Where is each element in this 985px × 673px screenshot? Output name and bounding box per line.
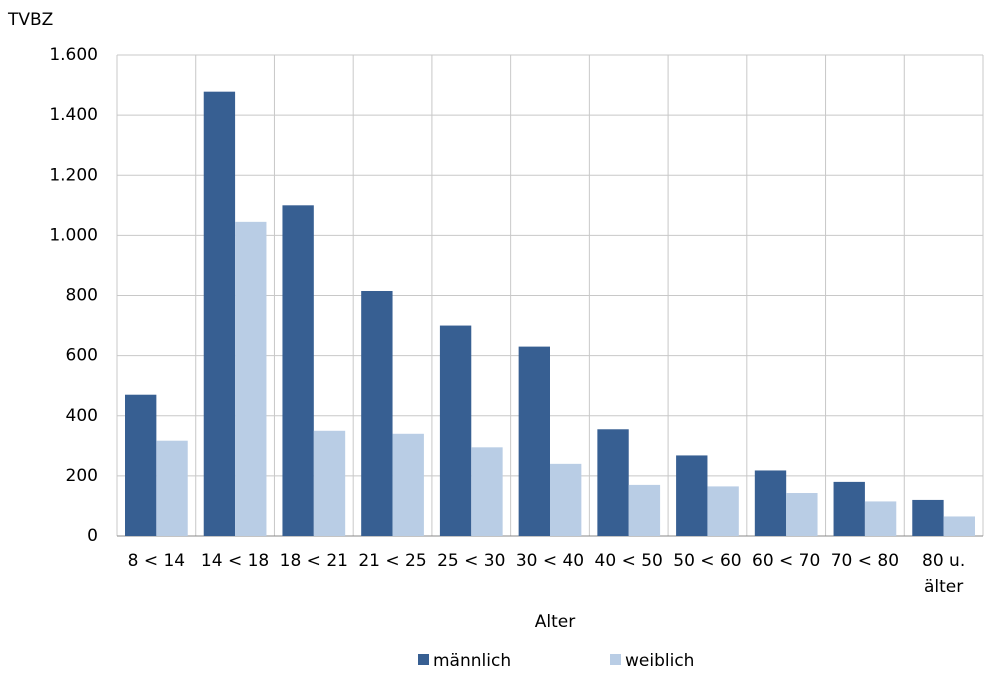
x-tick-label: 80 u. älter: [922, 551, 966, 597]
bar: [439, 325, 472, 536]
x-tick-label: 60 < 70: [752, 551, 821, 571]
bar: [786, 493, 818, 536]
legend-swatch: [418, 654, 429, 665]
bar: [833, 481, 865, 536]
x-tick-label: 14 < 18: [200, 551, 270, 571]
bar: [361, 290, 393, 536]
x-tick-label: 8 < 14: [127, 551, 186, 571]
y-tick-label: 1.000: [49, 225, 98, 245]
y-tick-label: 1.400: [49, 105, 98, 125]
y-tick-label: 400: [66, 406, 98, 426]
x-tick-label: 50 < 60: [673, 551, 742, 571]
y-tick-label: 0: [87, 526, 98, 546]
bar: [550, 463, 582, 536]
y-tick-label: 1.200: [49, 165, 98, 185]
bar: [471, 447, 503, 536]
x-tick-label: 18 < 21: [279, 551, 348, 571]
bar: [754, 470, 787, 536]
bar: [392, 433, 424, 536]
x-tick-label: 25 < 30: [437, 551, 506, 571]
legend-swatch: [610, 654, 621, 665]
y-tick-label: 800: [66, 286, 98, 306]
bar: [282, 205, 314, 536]
x-tick-label: 70 < 80: [830, 551, 900, 571]
bar: [864, 501, 897, 536]
legend-label: männlich: [433, 651, 511, 671]
y-tick-label: 600: [66, 346, 98, 366]
bar: [125, 394, 157, 536]
bar: [628, 484, 661, 536]
bar: [597, 429, 629, 536]
x-tick-label: 30 < 40: [515, 551, 585, 571]
bar: [912, 499, 944, 536]
bar: [235, 221, 267, 537]
x-tick-label: 21 < 25: [358, 551, 427, 571]
y-tick-label: 1.600: [49, 45, 98, 65]
bar: [203, 91, 236, 537]
bar: [943, 516, 975, 536]
y-axis-label: TVBZ: [7, 10, 53, 30]
x-axis-label: Alter: [535, 612, 575, 632]
bar: [707, 486, 739, 536]
y-tick-label: 200: [66, 466, 98, 486]
bar: [156, 440, 188, 536]
bar: [676, 455, 708, 536]
bar: [518, 346, 550, 536]
legend-label: weiblich: [625, 651, 694, 671]
x-tick-label: 40 < 50: [594, 551, 663, 571]
bar: [313, 430, 346, 536]
